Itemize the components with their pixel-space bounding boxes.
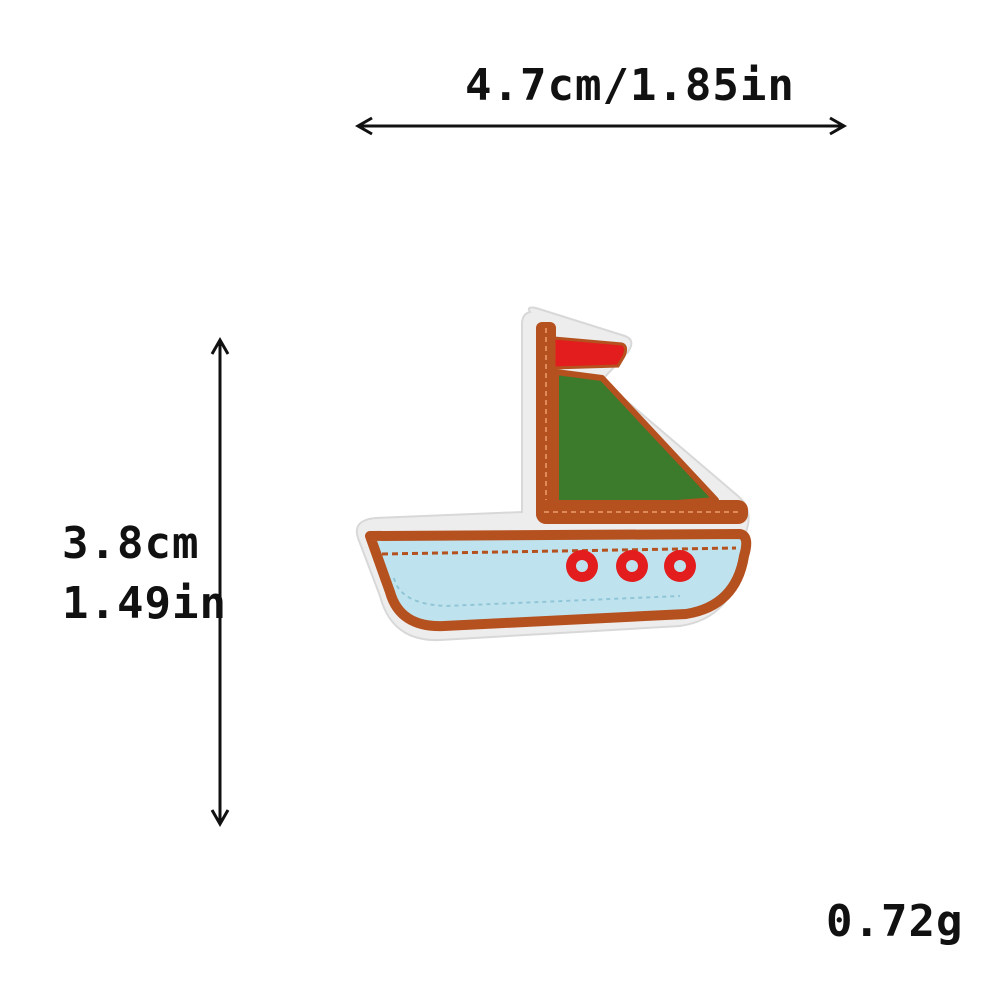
sailboat-patch-icon: [355, 306, 752, 642]
height-in-label: 1.49in: [62, 578, 227, 629]
porthole-icon: [566, 550, 696, 582]
height-cm-label: 3.8cm: [62, 518, 200, 569]
width-dimension-label: 4.7cm/1.85in: [465, 60, 795, 111]
weight-label: 0.72g: [826, 896, 964, 947]
